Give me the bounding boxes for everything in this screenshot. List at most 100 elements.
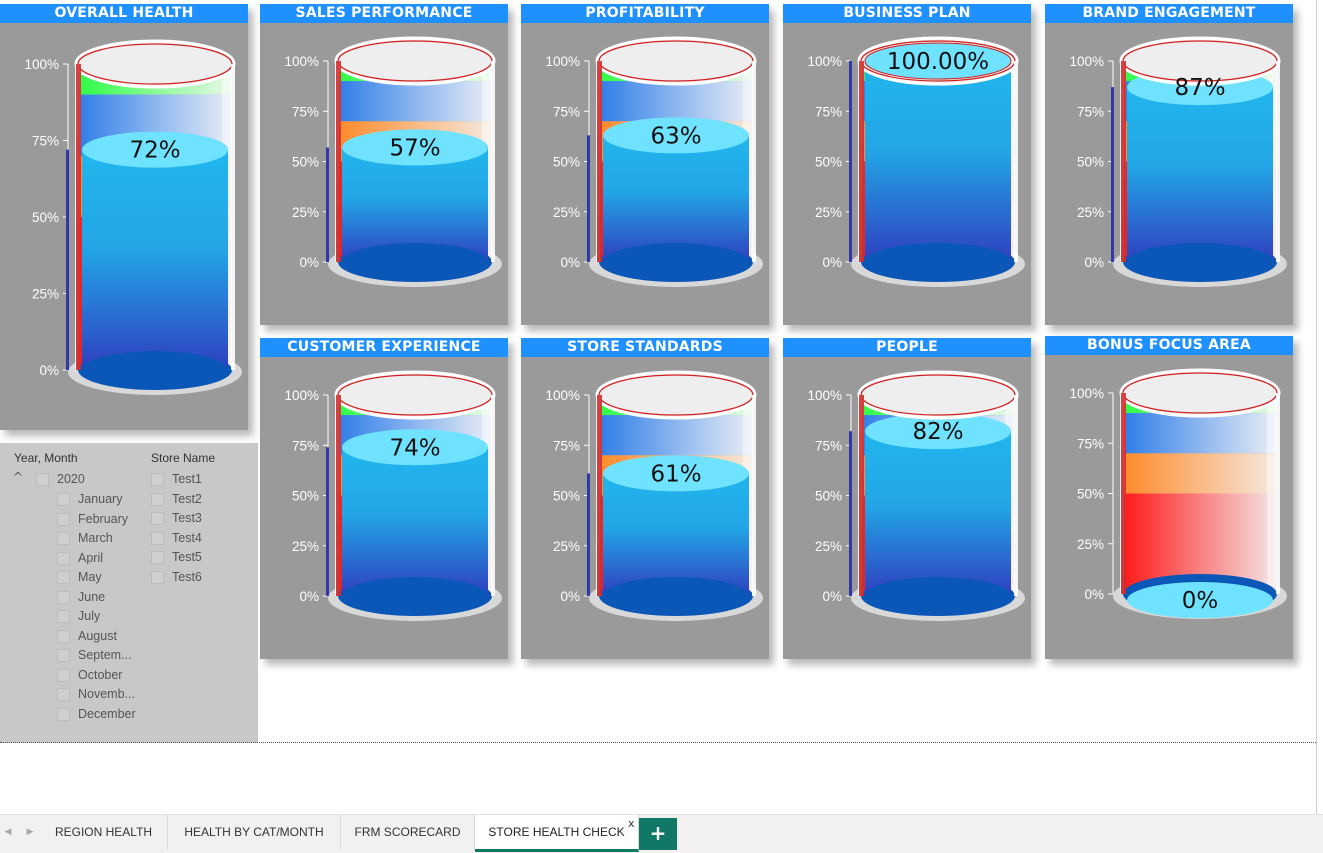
slicer-item-month[interactable]: April bbox=[57, 549, 177, 567]
checkbox[interactable] bbox=[57, 649, 70, 662]
tab-prev-icon[interactable]: ◀ bbox=[4, 827, 12, 837]
checkbox[interactable] bbox=[57, 512, 70, 526]
slicer-item-month[interactable]: July bbox=[57, 607, 177, 625]
gauge-card-store-standards[interactable]: STORE STANDARDS 61% 100% 75% 50% 25% 0% bbox=[521, 338, 769, 659]
gauge-card-business-plan[interactable]: BUSINESS PLAN 100.00% 100% 75% 50% 25% 0% bbox=[783, 4, 1031, 325]
collapse-caret-icon[interactable]: ^ bbox=[13, 470, 24, 484]
canvas-scroll-edge bbox=[1316, 0, 1317, 814]
checkbox[interactable] bbox=[57, 629, 70, 643]
tab-frm-scorecard[interactable]: FRM SCORECARD bbox=[341, 815, 475, 849]
slicer-item-month[interactable]: August bbox=[57, 627, 177, 645]
gauge-card-overall-health[interactable]: OVERALL HEALTH 72% 100% 75% 50% 25% 0% bbox=[0, 4, 248, 430]
tab-health-by-cat-month[interactable]: HEALTH BY CAT/MONTH bbox=[168, 815, 341, 849]
add-page-button[interactable]: + bbox=[639, 818, 677, 850]
checkbox[interactable] bbox=[57, 493, 70, 506]
slicer-item-store[interactable]: Test6 bbox=[151, 568, 271, 586]
slicer-item-label: March bbox=[78, 531, 113, 545]
slicer-item-store[interactable]: Test5 bbox=[151, 548, 271, 566]
slicer-item-label: April bbox=[78, 550, 104, 565]
slicer-item-label: October bbox=[78, 667, 123, 682]
cylinder-gauge: 63% 100% 75% 50% 25% 0% bbox=[545, 36, 763, 287]
tick-label: 50% bbox=[32, 210, 59, 225]
tick-label: 50% bbox=[1077, 487, 1104, 502]
tick-label: 100% bbox=[1069, 54, 1104, 69]
gauge-card-bonus-focus-area[interactable]: BONUS FOCUS AREA 0% 100% 75% 50% 25% 0% bbox=[1045, 336, 1293, 659]
slicer-item-store[interactable]: Test4 bbox=[151, 529, 271, 547]
slicer-item-month[interactable]: March bbox=[57, 529, 177, 547]
band-orange bbox=[1123, 453, 1277, 494]
tick-label: 50% bbox=[815, 155, 842, 170]
tick-label: 0% bbox=[1084, 587, 1104, 602]
cylinder-gauge: 100.00% 100% 75% 50% 25% 0% bbox=[807, 36, 1025, 287]
gauge-card-sales-performance[interactable]: SALES PERFORMANCE 57% 100% 75% 50% 25% 0% bbox=[260, 4, 508, 325]
slicer-item-label: Test1 bbox=[172, 472, 202, 486]
target-ring bbox=[598, 40, 754, 82]
tick-label: 25% bbox=[553, 539, 580, 554]
checkbox[interactable] bbox=[151, 473, 164, 486]
tick-label: 75% bbox=[32, 134, 59, 149]
checkbox[interactable] bbox=[57, 707, 70, 721]
liquid-bottom bbox=[603, 243, 749, 281]
tick-label: 75% bbox=[1077, 104, 1104, 119]
tick-label: 50% bbox=[292, 155, 319, 170]
tick-label: 25% bbox=[292, 539, 319, 554]
checkbox[interactable] bbox=[151, 512, 164, 525]
slicer-item-month[interactable]: June bbox=[57, 588, 177, 606]
checkbox[interactable] bbox=[57, 590, 70, 604]
slicer-item-label: August bbox=[78, 628, 117, 643]
slicer-item-month[interactable]: October bbox=[57, 666, 177, 684]
slicer-item-label: June bbox=[78, 589, 106, 604]
tick-label: 75% bbox=[1077, 436, 1104, 451]
gauge-card-customer-experience[interactable]: CUSTOMER EXPERIENCE 74% 100% 75% 50% 25% 0% bbox=[260, 338, 508, 659]
tab-store-health-check[interactable]: STORE HEALTH CHECK bbox=[475, 815, 639, 852]
slicer-item-year[interactable]: 2020 bbox=[36, 470, 156, 488]
gauge-title: OVERALL HEALTH bbox=[0, 4, 248, 23]
scale-strip bbox=[1121, 393, 1126, 594]
liquid-surface bbox=[1127, 582, 1273, 618]
tab-next-icon[interactable]: ▶ bbox=[26, 827, 34, 837]
slicer-item-store[interactable]: Test2 bbox=[151, 490, 271, 508]
liquid-surface bbox=[865, 413, 1011, 450]
slicer-item-store[interactable]: Test1 bbox=[151, 470, 271, 488]
checkbox[interactable] bbox=[151, 570, 164, 584]
slicer-item-label: Test6 bbox=[172, 569, 202, 584]
tick-label: 100% bbox=[545, 388, 580, 403]
tick-label: 100% bbox=[807, 388, 842, 403]
checkbox[interactable] bbox=[36, 473, 49, 486]
slicer-item-label: Septem... bbox=[78, 648, 132, 662]
slicer-item-month[interactable]: February bbox=[57, 510, 177, 528]
gauge-card-profitability[interactable]: PROFITABILITY 63% 100% 75% 50% 25% 0% bbox=[521, 4, 769, 325]
checkbox[interactable] bbox=[151, 551, 164, 564]
tick-label: 100% bbox=[545, 54, 580, 69]
slicer-item-month[interactable]: May bbox=[57, 568, 177, 586]
close-tab-icon[interactable]: x bbox=[628, 817, 635, 830]
tick-label: 100% bbox=[284, 54, 319, 69]
glass-highlight bbox=[1267, 393, 1277, 594]
gauge-card-brand-engagement[interactable]: BRAND ENGAGEMENT 87% 100% 75% 50% 25% 0% bbox=[1045, 4, 1293, 325]
gauge-title: PEOPLE bbox=[783, 338, 1031, 357]
scale-strip bbox=[336, 395, 341, 596]
liquid-bottom bbox=[865, 577, 1011, 615]
checkbox[interactable] bbox=[57, 532, 70, 545]
checkbox[interactable] bbox=[151, 531, 164, 545]
slicer-item-month[interactable]: Novemb... bbox=[57, 685, 177, 703]
liquid-bottom bbox=[342, 243, 488, 281]
slicer-item-month[interactable]: December bbox=[57, 705, 177, 723]
checkbox[interactable] bbox=[57, 668, 70, 682]
slicer-item-month[interactable]: January bbox=[57, 490, 177, 508]
checkbox[interactable] bbox=[57, 551, 70, 565]
level-bar bbox=[587, 135, 590, 262]
checkbox[interactable] bbox=[57, 610, 70, 623]
cylinder-gauge: 72% 100% 75% 50% 25% 0% bbox=[24, 39, 242, 395]
tick-label: 25% bbox=[553, 205, 580, 220]
gauge-card-people[interactable]: PEOPLE 82% 100% 75% 50% 25% 0% bbox=[783, 338, 1031, 659]
liquid-body bbox=[342, 147, 488, 262]
checkbox[interactable] bbox=[57, 571, 70, 584]
checkbox[interactable] bbox=[151, 492, 164, 506]
slicer-item-store[interactable]: Test3 bbox=[151, 509, 271, 527]
scale-strip bbox=[1121, 61, 1126, 262]
checkbox[interactable] bbox=[57, 688, 70, 701]
tab-region-health[interactable]: REGION HEALTH bbox=[40, 815, 168, 849]
slicer-item-month[interactable]: Septem... bbox=[57, 646, 177, 664]
target-ring bbox=[337, 40, 493, 82]
